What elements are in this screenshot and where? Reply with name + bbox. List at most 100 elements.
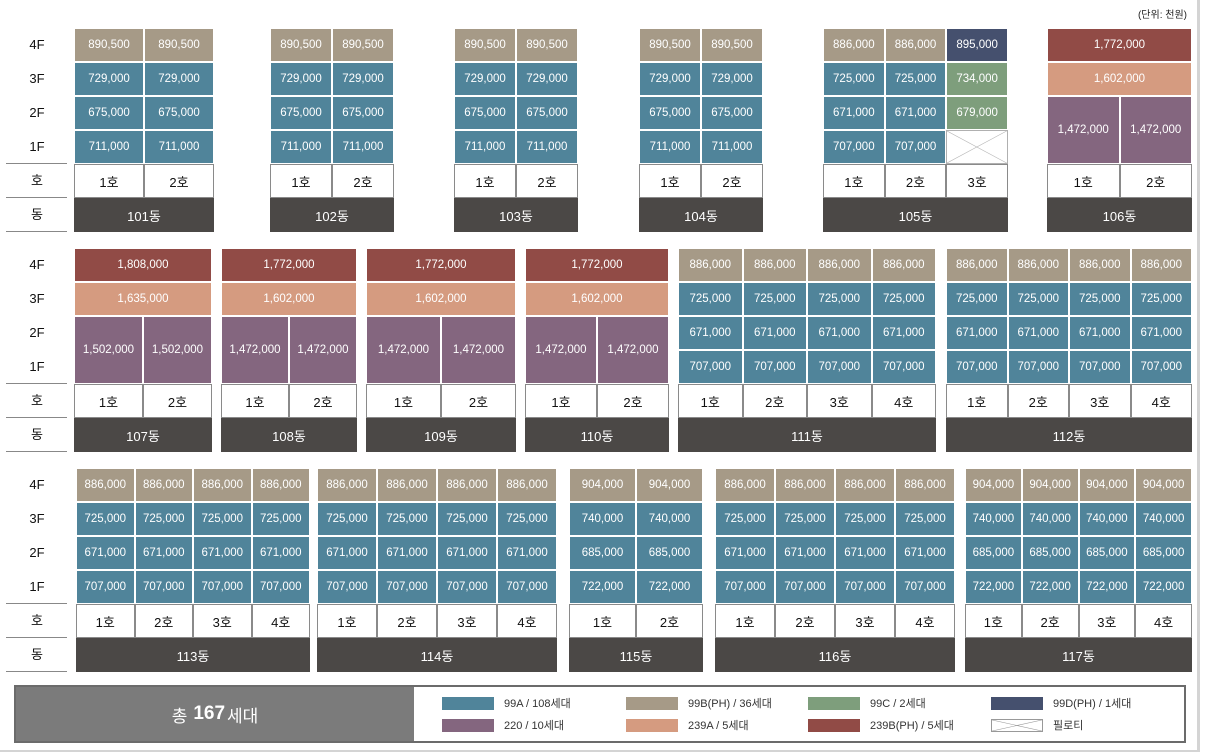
- price-cell-2f: 675,000: [701, 96, 763, 130]
- building-name: 108동: [221, 418, 357, 452]
- unit-number-cell: 4호: [251, 604, 310, 638]
- price-cell-4f: 1,772,000: [221, 248, 357, 282]
- price-cell-4f: 890,500: [639, 28, 701, 62]
- price-cell-3f: 1,602,000: [525, 282, 669, 316]
- price-cell-2f: 671,000: [193, 536, 252, 570]
- building-name: 111동: [678, 418, 936, 452]
- legend-label: 99C / 2세대: [870, 698, 926, 710]
- price-cell-2f: 671,000: [1130, 316, 1192, 350]
- price-cell-1f: 711,000: [516, 130, 578, 164]
- price-cell-3f: 725,000: [251, 502, 310, 536]
- price-cell-4f: 886,000: [1069, 248, 1131, 282]
- unit-number-cell: 2호: [1007, 384, 1069, 418]
- unit-number-cell: 2호: [884, 164, 947, 198]
- legend-swatch: [991, 696, 1043, 710]
- price-cell-3f: 740,000: [1078, 502, 1136, 536]
- price-cell-4f: 890,500: [270, 28, 332, 62]
- price-cell-4f: 904,000: [1135, 468, 1192, 502]
- price-cell-4f: 886,000: [678, 248, 743, 282]
- price-cell-4f: 886,000: [715, 468, 775, 502]
- price-cell-1f: 707,000: [678, 350, 743, 384]
- price-cell-3f: 725,000: [76, 502, 135, 536]
- price-cell-4f: 886,000: [317, 468, 377, 502]
- price-cell-1f: 707,000: [134, 570, 193, 604]
- price-cell-2f: 685,000: [965, 536, 1022, 570]
- price-cell-1f: 707,000: [377, 570, 437, 604]
- price-cell-2f-1f: 1,472,000: [1119, 96, 1192, 164]
- unit-number-cell: 3호: [807, 384, 872, 418]
- unit-number-cell: 1호: [569, 604, 636, 638]
- building-name: 107동: [74, 418, 212, 452]
- price-cell-2f: 671,000: [835, 536, 895, 570]
- price-cell-2f: 675,000: [454, 96, 516, 130]
- unit-number-cell: 1호: [946, 384, 1008, 418]
- price-cell-1f: 707,000: [884, 130, 947, 164]
- unit-number-cell: 3호: [437, 604, 497, 638]
- unit-number-cell: 2호: [1021, 604, 1079, 638]
- price-cell-2f: 671,000: [715, 536, 775, 570]
- price-cell-4f: 890,500: [701, 28, 763, 62]
- price-cell-3f: 729,000: [332, 62, 394, 96]
- price-cell-3f: 725,000: [871, 282, 936, 316]
- floor-label-4f: 4F: [29, 37, 45, 52]
- legend-label: 220 / 10세대: [504, 720, 564, 732]
- price-cell-3f: 729,000: [74, 62, 144, 96]
- legend-item-239a: 239A / 5세대: [626, 717, 749, 733]
- floor-label-2f: 2F: [29, 325, 45, 340]
- price-cell-3f: 725,000: [884, 62, 947, 96]
- floor-label-1f: 1F: [29, 139, 45, 154]
- unit-number-cell: 2호: [289, 384, 357, 418]
- price-cell-2f: 671,000: [742, 316, 807, 350]
- price-cell-3f: 734,000: [946, 62, 1008, 96]
- price-cell-2f: 671,000: [497, 536, 557, 570]
- price-cell-2f: 685,000: [1078, 536, 1136, 570]
- unit-number-cell: 2호: [1119, 164, 1192, 198]
- price-cell-1f: 711,000: [332, 130, 394, 164]
- ho-label: 호: [31, 393, 43, 408]
- price-cell-2f: 671,000: [76, 536, 135, 570]
- piloti-cell: [946, 130, 1008, 164]
- building-name: 110동: [525, 418, 669, 452]
- price-cell-4f: 904,000: [569, 468, 636, 502]
- total-suffix: 세대: [227, 706, 259, 726]
- price-cell-1f: 722,000: [965, 570, 1022, 604]
- row-separator: [6, 197, 67, 198]
- legend-label: 필로티: [1053, 720, 1084, 732]
- price-cell-3f: 725,000: [1007, 282, 1069, 316]
- price-cell-2f: 671,000: [775, 536, 835, 570]
- legend-item-piloti: 필로티: [991, 717, 1083, 733]
- floor-label-1f: 1F: [29, 579, 45, 594]
- price-cell-1f: 707,000: [775, 570, 835, 604]
- price-cell-1f: 707,000: [742, 350, 807, 384]
- dong-label: 동: [31, 207, 43, 222]
- unit-number-cell: 4호: [497, 604, 557, 638]
- building-name: 102동: [270, 198, 394, 232]
- price-cell-3f: 725,000: [775, 502, 835, 536]
- floor-label-3f: 3F: [29, 71, 45, 86]
- floor-label-2f: 2F: [29, 545, 45, 560]
- dong-label: 동: [31, 427, 43, 442]
- floor-label-3f: 3F: [29, 511, 45, 526]
- row-separator: [6, 163, 67, 164]
- legend-swatch: [442, 696, 494, 710]
- price-cell-2f: 671,000: [251, 536, 310, 570]
- unit-number-cell: 1호: [76, 604, 135, 638]
- row-separator: [6, 383, 67, 384]
- unit-number-cell: 1호: [74, 164, 144, 198]
- price-cell-2f-1f: 1,472,000: [441, 316, 516, 384]
- price-cell-2f: 675,000: [516, 96, 578, 130]
- price-cell-3f: 725,000: [134, 502, 193, 536]
- legend-swatch: [808, 696, 860, 710]
- unit-number-cell: 4호: [895, 604, 955, 638]
- piloti-swatch-icon: [991, 718, 1043, 732]
- price-cell-1f: 711,000: [454, 130, 516, 164]
- price-cell-3f: 740,000: [636, 502, 703, 536]
- price-cell-2f-1f: 1,472,000: [289, 316, 357, 384]
- price-cell-2f-1f: 1,472,000: [525, 316, 597, 384]
- unit-number-cell: 2호: [701, 164, 763, 198]
- row-separator: [6, 603, 67, 604]
- price-cell-1f: 711,000: [270, 130, 332, 164]
- row-separator: [6, 451, 67, 452]
